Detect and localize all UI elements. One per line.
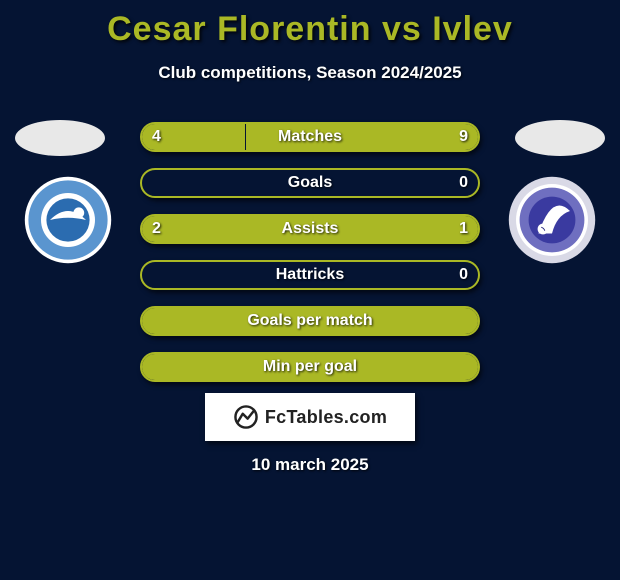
stat-bar-label: Hattricks bbox=[142, 262, 478, 288]
stats-bar-group: Matches49Goals0Assists21Hattricks0Goals … bbox=[140, 122, 480, 398]
stat-bar-row: Min per goal bbox=[140, 352, 480, 382]
page-subtitle: Club competitions, Season 2024/2025 bbox=[0, 63, 620, 83]
brand-text: FcTables.com bbox=[265, 407, 387, 428]
brand-footer-box: FcTables.com bbox=[205, 393, 415, 441]
stat-bar-row: Hattricks0 bbox=[140, 260, 480, 290]
stat-bar-row: Goals0 bbox=[140, 168, 480, 198]
page-title: Cesar Florentin vs Ivlev bbox=[0, 0, 620, 49]
stat-bar-label: Matches bbox=[142, 124, 478, 150]
stat-bar-label: Goals per match bbox=[142, 308, 478, 334]
stat-bar-value-right: 1 bbox=[459, 216, 468, 242]
fctables-logo-icon bbox=[233, 404, 259, 430]
stat-bar-row: Matches4 9 bbox=[140, 122, 480, 152]
stat-bar-label: Assists bbox=[142, 216, 478, 242]
player-photo-placeholder-right bbox=[515, 120, 605, 156]
stat-bar-value-right: 9 bbox=[459, 124, 468, 150]
stat-bar-value-right: 0 bbox=[459, 170, 468, 196]
stat-bar-value-left: 2 bbox=[152, 216, 161, 242]
date-label: 10 march 2025 bbox=[0, 455, 620, 475]
player-photo-placeholder-left bbox=[15, 120, 105, 156]
stat-bar-value-left: 4 bbox=[152, 124, 161, 150]
stat-bar-row: Goals per match bbox=[140, 306, 480, 336]
club-crest-right bbox=[507, 175, 597, 265]
club-crest-left bbox=[23, 175, 113, 265]
stat-bar-row: Assists2 1 bbox=[140, 214, 480, 244]
stat-bar-value-right: 0 bbox=[459, 262, 468, 288]
stat-bar-label: Min per goal bbox=[142, 354, 478, 380]
stat-bar-label: Goals bbox=[142, 170, 478, 196]
